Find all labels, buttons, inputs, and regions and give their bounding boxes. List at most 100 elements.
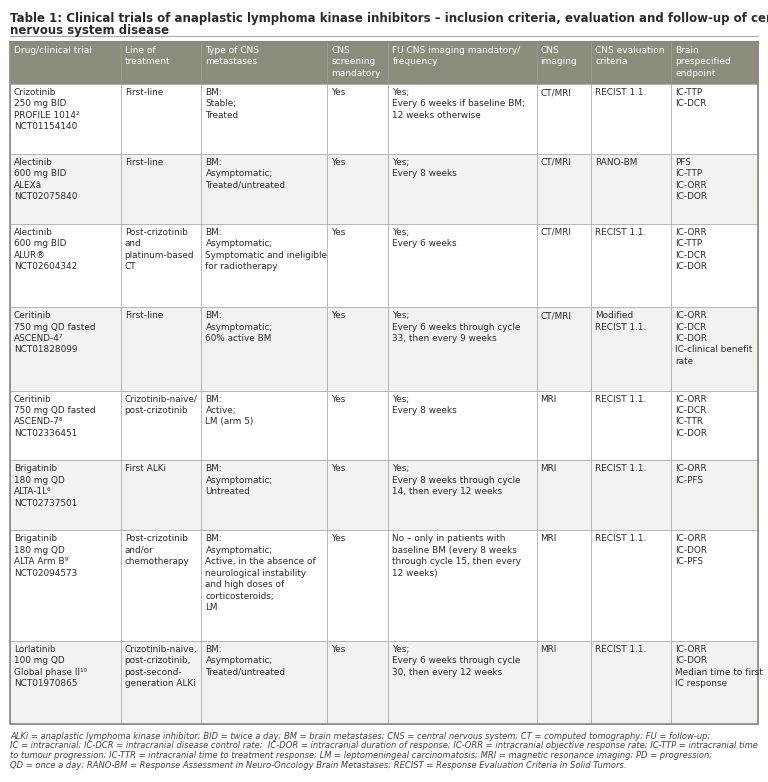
Bar <box>327 640 389 724</box>
Bar <box>671 390 758 461</box>
Bar <box>591 154 671 224</box>
Text: Ceritinib
750 mg QD fasted
ASCEND-4⁷
NCT01828099: Ceritinib 750 mg QD fasted ASCEND-4⁷ NCT… <box>14 311 95 354</box>
Bar <box>591 390 671 461</box>
Bar <box>327 390 389 461</box>
Bar <box>591 530 671 640</box>
Text: First-line: First-line <box>124 158 163 167</box>
Text: RECIST 1.1.: RECIST 1.1. <box>595 644 647 654</box>
Text: Yes: Yes <box>331 158 346 167</box>
Bar <box>389 461 537 530</box>
Bar <box>671 640 758 724</box>
Bar <box>327 84 389 154</box>
Text: RANO-BM: RANO-BM <box>595 158 637 167</box>
Bar <box>327 307 389 390</box>
Text: Yes: Yes <box>331 88 346 97</box>
Bar <box>537 84 591 154</box>
Text: BM:
Asymptomatic;
Untreated: BM: Asymptomatic; Untreated <box>206 465 273 497</box>
Bar <box>201 42 327 84</box>
Text: Crizotinib-naive/
post-crizotinib: Crizotinib-naive/ post-crizotinib <box>124 394 197 415</box>
Text: Alectinib
600 mg BID
ALUR®
NCT02604342: Alectinib 600 mg BID ALUR® NCT02604342 <box>14 228 78 271</box>
Bar <box>121 530 201 640</box>
Bar <box>671 84 758 154</box>
Bar <box>201 224 327 307</box>
Text: Yes;
Every 8 weeks: Yes; Every 8 weeks <box>392 394 457 415</box>
Text: BM:
Asymptomatic;
60% active BM: BM: Asymptomatic; 60% active BM <box>206 311 273 343</box>
Text: IC-ORR
IC-PFS: IC-ORR IC-PFS <box>675 465 707 485</box>
Text: RECIST 1.1.: RECIST 1.1. <box>595 394 647 404</box>
Bar <box>201 390 327 461</box>
Bar <box>327 461 389 530</box>
Text: IC-ORR
IC-DCR
IC-TTR
IC-DOR: IC-ORR IC-DCR IC-TTR IC-DOR <box>675 394 707 438</box>
Bar <box>671 461 758 530</box>
Bar <box>671 307 758 390</box>
Text: Yes;
Every 6 weeks if baseline BM;
12 weeks otherwise: Yes; Every 6 weeks if baseline BM; 12 we… <box>392 88 525 120</box>
Text: Brigatinib
180 mg QD
ALTA-1L⁶
NCT02737501: Brigatinib 180 mg QD ALTA-1L⁶ NCT0273750… <box>14 465 78 508</box>
Bar <box>201 640 327 724</box>
Bar <box>671 224 758 307</box>
Text: BM:
Asymptomatic;
Treated/untreated: BM: Asymptomatic; Treated/untreated <box>206 158 286 190</box>
Bar <box>201 154 327 224</box>
Text: RECIST 1.1.: RECIST 1.1. <box>595 88 647 97</box>
Text: Brain
prespecified
endpoint: Brain prespecified endpoint <box>675 46 731 78</box>
Bar <box>121 42 201 84</box>
Text: BM:
Asymptomatic;
Symptomatic and ineligible
for radiotherapy: BM: Asymptomatic; Symptomatic and inelig… <box>206 228 327 271</box>
Text: CNS
screening
mandatory: CNS screening mandatory <box>331 46 381 78</box>
Text: BM:
Asymptomatic;
Treated/untreated: BM: Asymptomatic; Treated/untreated <box>206 644 286 676</box>
Text: IC-ORR
IC-DOR
IC-PFS: IC-ORR IC-DOR IC-PFS <box>675 534 707 566</box>
Text: Post-crizotinib
and/or
chemotherapy: Post-crizotinib and/or chemotherapy <box>124 534 190 566</box>
Text: Yes: Yes <box>331 394 346 404</box>
Bar <box>327 154 389 224</box>
Bar <box>389 640 537 724</box>
Text: IC-ORR
IC-TTP
IC-DCR
IC-DOR: IC-ORR IC-TTP IC-DCR IC-DOR <box>675 228 707 271</box>
Text: RECIST 1.1.: RECIST 1.1. <box>595 465 647 473</box>
Bar <box>10 530 121 640</box>
Bar <box>671 530 758 640</box>
Text: First-line: First-line <box>124 88 163 97</box>
Text: PFS
IC-TTP
IC-ORR
IC-DOR: PFS IC-TTP IC-ORR IC-DOR <box>675 158 707 201</box>
Bar <box>389 307 537 390</box>
Text: Post-crizotinib
and
platinum-based
CT: Post-crizotinib and platinum-based CT <box>124 228 194 271</box>
Bar <box>591 461 671 530</box>
Text: MRI: MRI <box>541 534 557 543</box>
Bar <box>10 461 121 530</box>
Text: Lorlatinib
100 mg QD
Global phase II¹⁰
NCT01970865: Lorlatinib 100 mg QD Global phase II¹⁰ N… <box>14 644 87 688</box>
Bar <box>10 84 121 154</box>
Bar <box>591 640 671 724</box>
Bar <box>121 461 201 530</box>
Bar <box>10 224 121 307</box>
Text: Type of CNS
metastases: Type of CNS metastases <box>206 46 260 66</box>
Bar <box>327 42 389 84</box>
Text: Table 1: Clinical trials of anaplastic lymphoma kinase inhibitors – inclusion cr: Table 1: Clinical trials of anaplastic l… <box>10 12 768 25</box>
Text: IC-TTP
IC-DCR: IC-TTP IC-DCR <box>675 88 707 109</box>
Text: Yes;
Every 8 weeks: Yes; Every 8 weeks <box>392 158 457 178</box>
Bar <box>10 640 121 724</box>
Bar <box>327 224 389 307</box>
Bar <box>389 390 537 461</box>
Text: ALKi = anaplastic lymphoma kinase inhibitor; BID = twice a day; BM = brain metas: ALKi = anaplastic lymphoma kinase inhibi… <box>10 732 710 741</box>
Bar <box>591 42 671 84</box>
Text: QD = once a day; RANO-BM = Response Assessment in Neuro-Oncology Brain Metastase: QD = once a day; RANO-BM = Response Asse… <box>10 761 627 769</box>
Text: IC = intracranial; IC-DCR = intracranial disease control rate;  IC-DOR = intracr: IC = intracranial; IC-DCR = intracranial… <box>10 741 758 751</box>
Bar <box>591 307 671 390</box>
Text: Drug/clinical trial: Drug/clinical trial <box>14 46 92 55</box>
Text: Yes;
Every 6 weeks through cycle
33, then every 9 weeks: Yes; Every 6 weeks through cycle 33, the… <box>392 311 521 343</box>
Text: Yes;
Every 6 weeks: Yes; Every 6 weeks <box>392 228 457 248</box>
Bar <box>201 530 327 640</box>
Text: MRI: MRI <box>541 394 557 404</box>
Bar <box>201 307 327 390</box>
Text: Crizotinib
250 mg BID
PROFILE 1014²
NCT01154140: Crizotinib 250 mg BID PROFILE 1014² NCT0… <box>14 88 80 131</box>
Bar <box>10 42 121 84</box>
Bar <box>327 530 389 640</box>
Bar <box>121 154 201 224</box>
Text: CNS
imaging: CNS imaging <box>541 46 578 66</box>
Text: MRI: MRI <box>541 644 557 654</box>
Text: CT/MRI: CT/MRI <box>541 228 571 237</box>
Text: Line of
treatment: Line of treatment <box>124 46 170 66</box>
Bar <box>121 390 201 461</box>
Bar <box>121 224 201 307</box>
Text: Yes: Yes <box>331 534 346 543</box>
Bar <box>537 154 591 224</box>
Text: First ALKi: First ALKi <box>124 465 166 473</box>
Bar <box>671 42 758 84</box>
Text: RECIST 1.1.: RECIST 1.1. <box>595 534 647 543</box>
